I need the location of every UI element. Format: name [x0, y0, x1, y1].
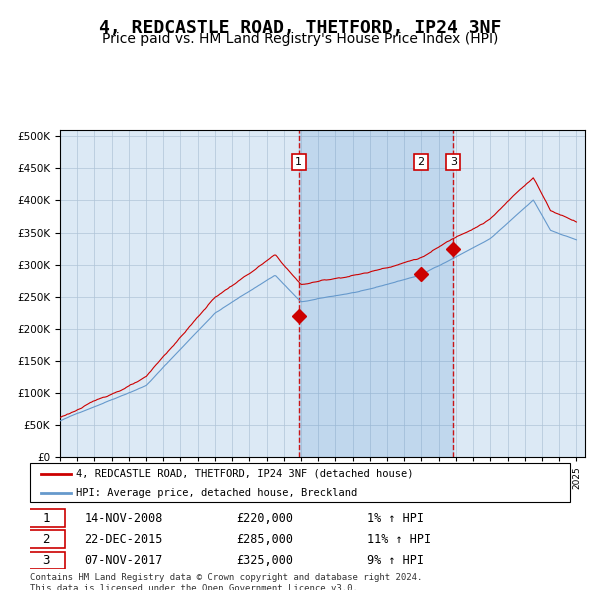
- FancyBboxPatch shape: [27, 552, 65, 569]
- Text: 07-NOV-2017: 07-NOV-2017: [85, 554, 163, 567]
- Bar: [299, 130, 454, 457]
- Text: 14-NOV-2008: 14-NOV-2008: [85, 512, 163, 525]
- FancyBboxPatch shape: [27, 509, 65, 527]
- Text: 4, REDCASTLE ROAD, THETFORD, IP24 3NF (detached house): 4, REDCASTLE ROAD, THETFORD, IP24 3NF (d…: [76, 469, 413, 479]
- Text: £325,000: £325,000: [236, 554, 293, 567]
- Text: 22-DEC-2015: 22-DEC-2015: [85, 533, 163, 546]
- Text: 3: 3: [450, 157, 457, 167]
- Text: 1: 1: [295, 157, 302, 167]
- FancyBboxPatch shape: [30, 463, 570, 502]
- Text: 9% ↑ HPI: 9% ↑ HPI: [367, 554, 424, 567]
- Text: 2: 2: [43, 533, 50, 546]
- Text: HPI: Average price, detached house, Breckland: HPI: Average price, detached house, Brec…: [76, 488, 358, 497]
- Text: 11% ↑ HPI: 11% ↑ HPI: [367, 533, 431, 546]
- Text: £220,000: £220,000: [236, 512, 293, 525]
- Text: 4, REDCASTLE ROAD, THETFORD, IP24 3NF: 4, REDCASTLE ROAD, THETFORD, IP24 3NF: [99, 19, 501, 37]
- Text: Contains HM Land Registry data © Crown copyright and database right 2024.
This d: Contains HM Land Registry data © Crown c…: [30, 573, 422, 590]
- Text: 3: 3: [43, 554, 50, 567]
- Text: 1: 1: [43, 512, 50, 525]
- Text: £285,000: £285,000: [236, 533, 293, 546]
- Text: 1% ↑ HPI: 1% ↑ HPI: [367, 512, 424, 525]
- Text: 2: 2: [418, 157, 425, 167]
- Text: Price paid vs. HM Land Registry's House Price Index (HPI): Price paid vs. HM Land Registry's House …: [102, 32, 498, 46]
- FancyBboxPatch shape: [27, 530, 65, 548]
